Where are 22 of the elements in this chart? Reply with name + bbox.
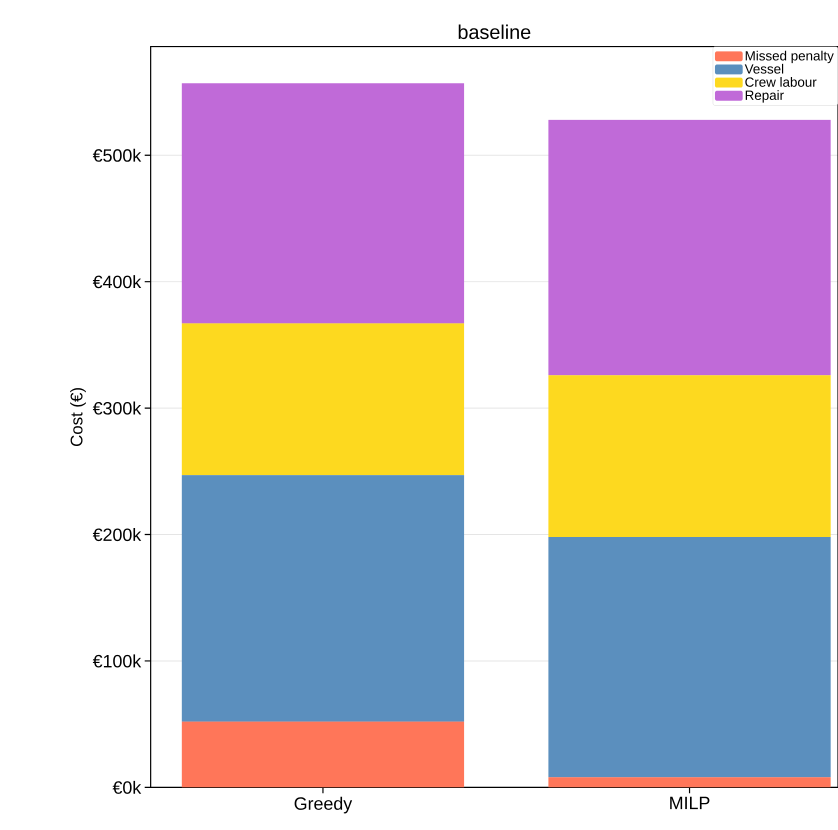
bar — [182, 722, 464, 788]
y-tick-label: €500k — [92, 148, 142, 162]
legend-label: Crew labour — [745, 77, 816, 87]
legend-label: Vessel — [744, 64, 784, 74]
bar — [548, 375, 831, 538]
x-tick-label: MILP — [670, 796, 710, 810]
y-tick-label: €400k — [92, 275, 142, 288]
x-tick-label: Greedy — [294, 796, 352, 814]
bar — [548, 120, 831, 376]
y-tick-label: €100k — [92, 654, 142, 668]
bar — [182, 475, 464, 722]
bar — [548, 537, 831, 778]
y-tick-label: €300k — [92, 402, 142, 415]
y-axis-title: Cost (€) — [70, 388, 86, 446]
y-tick-label: €200k — [92, 528, 142, 542]
bar — [182, 323, 464, 476]
legend-label: Repair — [746, 90, 784, 103]
bar — [182, 83, 464, 324]
y-tick-label: €0k — [112, 780, 142, 794]
chart-title: baseline — [458, 24, 530, 40]
legend-label: Missed penalty — [746, 50, 834, 64]
bar — [548, 777, 831, 788]
